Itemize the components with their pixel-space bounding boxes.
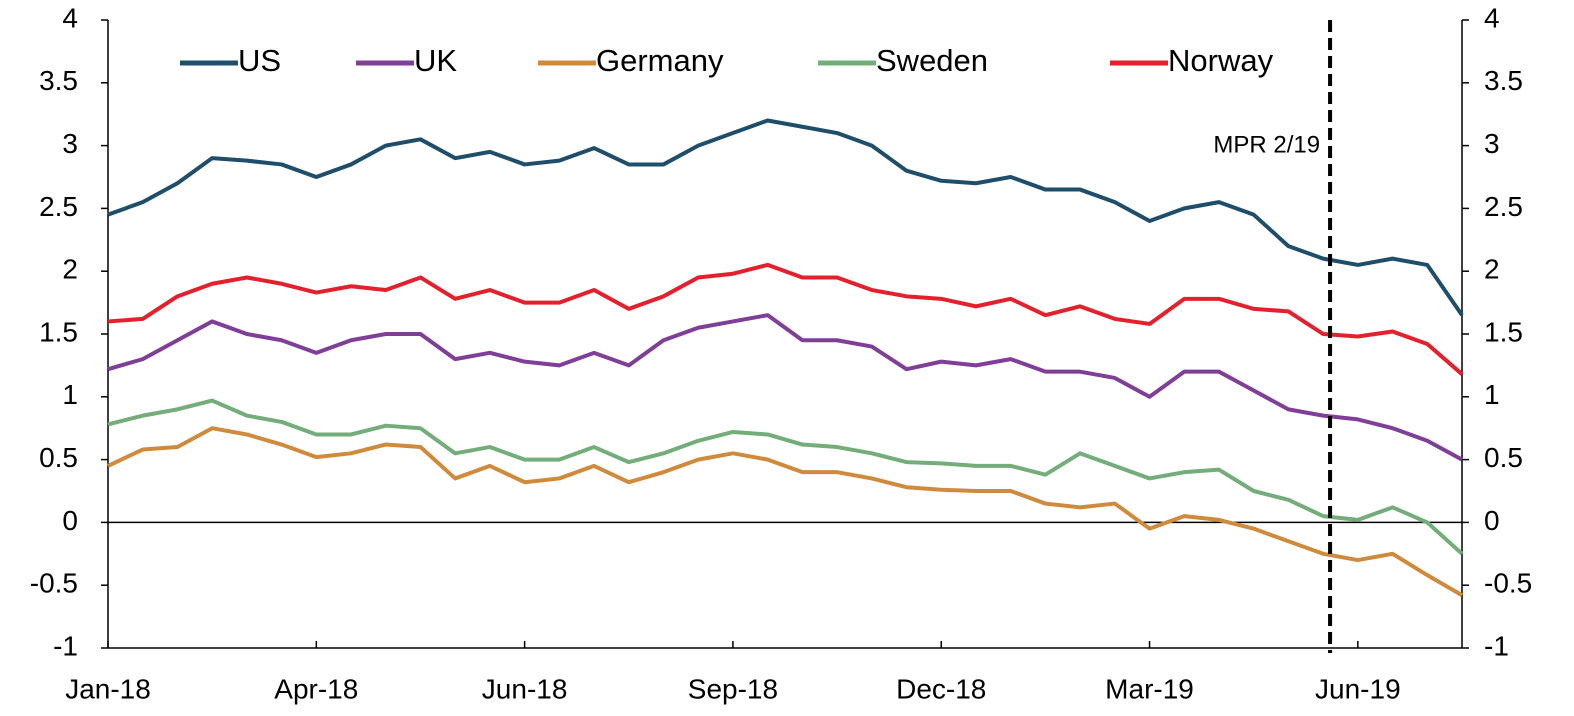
y2-tick-label: -1 [1484,630,1509,661]
y-tick-label: 0.5 [39,442,78,473]
x-tick-label: Jan-18 [65,673,151,704]
y-tick-label: 3.5 [39,65,78,96]
y-tick-label: 0 [62,505,78,536]
y2-tick-label: 0.5 [1484,442,1523,473]
y2-tick-label: -0.5 [1484,568,1532,599]
x-tick-label: Sep-18 [688,673,778,704]
y-tick-label: -0.5 [30,568,78,599]
y2-tick-label: 3.5 [1484,65,1523,96]
legend-label: Sweden [876,43,988,78]
x-tick-label: Jun-18 [482,673,568,704]
series-line [107,313,1463,462]
y-tick-label: 1.5 [39,316,78,347]
y2-tick-label: 1.5 [1484,316,1523,347]
legend-label: Germany [596,43,724,78]
y-tick-label: 2 [62,254,78,285]
x-tick-label: Jun-19 [1315,673,1401,704]
legend-label: UK [414,43,457,78]
y-tick-label: 3 [62,128,78,159]
y2-tick-label: 4 [1484,2,1500,33]
y2-tick-label: 2 [1484,254,1500,285]
annotation: MPR 2/19 [1213,131,1320,158]
y2-tick-label: 2.5 [1484,191,1523,222]
series-line [107,118,1464,317]
y2-tick-label: 0 [1484,505,1500,536]
series-line [107,426,1464,597]
x-tick-label: Dec-18 [896,673,986,704]
y-tick-label: 4 [62,2,78,33]
y-tick-label: 1 [62,379,78,410]
legend-label: Norway [1168,43,1274,78]
x-tick-label: Mar-19 [1105,673,1194,704]
y2-tick-label: 1 [1484,379,1500,410]
y-tick-label: -1 [53,630,78,661]
y-tick-label: 2.5 [39,191,78,222]
legend-label: US [238,43,281,78]
series-line [107,398,1464,556]
x-tick-label: Apr-18 [274,673,358,704]
series-line [107,262,1464,376]
y2-tick-label: 3 [1484,128,1500,159]
